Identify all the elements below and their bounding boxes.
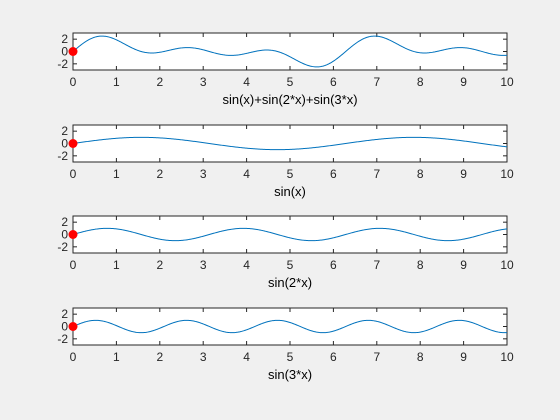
y-tick-labels-1: -202 <box>57 32 68 71</box>
y-tick-labels-2: -202 <box>57 124 68 163</box>
x-tick-label-4-9: 9 <box>460 350 467 364</box>
x-tick-marks-3 <box>72 216 508 253</box>
x-tick-label-1-3: 3 <box>200 75 207 89</box>
x-tick-marks-1 <box>72 33 508 70</box>
x-tick-label-2-10: 10 <box>500 167 514 181</box>
x-tick-label-4-2: 2 <box>156 350 163 364</box>
subplot-4: 0 1 2 3 4 5 6 7 8 9 10 -202 sin(3*x) <box>57 307 514 382</box>
y-tick-label-3-1: 0 <box>61 228 68 242</box>
x-tick-label-4-8: 8 <box>417 350 424 364</box>
x-tick-label-4-3: 3 <box>200 350 207 364</box>
subplot-3: 0 1 2 3 4 5 6 7 8 9 10 -202 sin(2*x) <box>57 215 514 290</box>
y-tick-labels-4: -202 <box>57 307 68 346</box>
start-marker-4 <box>68 322 78 331</box>
x-tick-label-2-3: 3 <box>200 167 207 181</box>
y-tick-label-1-2: 2 <box>61 32 68 46</box>
x-tick-label-3-9: 9 <box>460 258 467 272</box>
y-tick-labels-3: -202 <box>57 215 68 254</box>
x-tick-label-1-6: 6 <box>330 75 337 89</box>
x-tick-label-3-7: 7 <box>373 258 380 272</box>
x-tick-label-1-1: 1 <box>113 75 120 89</box>
subplot-1: 0 1 2 3 4 5 6 7 8 9 10 -202 sin(x)+sin(2*x)+sin(3*… <box>57 32 514 107</box>
x-tick-label-4-5: 5 <box>287 350 294 364</box>
start-marker-2 <box>68 139 78 148</box>
x-tick-label-4-7: 7 <box>373 350 380 364</box>
series-line-1 <box>72 35 508 68</box>
x-tick-label-3-0: 0 <box>70 258 77 272</box>
x-tick-label-4-10: 10 <box>500 350 514 364</box>
x-tick-label-1-5: 5 <box>287 75 294 89</box>
axes-frame-1 <box>72 32 508 71</box>
x-tick-labels-4: 0 1 2 3 4 5 6 7 8 9 10 <box>70 350 514 364</box>
x-axis-title-3: sin(2*x) <box>268 275 312 290</box>
x-tick-label-4-4: 4 <box>243 350 250 364</box>
x-tick-label-3-2: 2 <box>156 258 163 272</box>
x-tick-labels-3: 0 1 2 3 4 5 6 7 8 9 10 <box>70 258 514 272</box>
axes-frame-2 <box>72 124 508 163</box>
x-tick-label-3-4: 4 <box>243 258 250 272</box>
y-tick-label-4-1: 0 <box>61 320 68 334</box>
x-tick-label-1-10: 10 <box>500 75 514 89</box>
x-tick-label-2-0: 0 <box>70 167 77 181</box>
x-tick-marks-4 <box>72 308 508 345</box>
start-marker-3 <box>68 230 78 239</box>
y-tick-label-3-0: -2 <box>57 240 68 254</box>
subplot-2: 0 1 2 3 4 5 6 7 8 9 10 -202 sin(x) <box>57 124 514 199</box>
x-tick-label-3-1: 1 <box>113 258 120 272</box>
x-tick-label-2-5: 5 <box>287 167 294 181</box>
x-tick-label-1-2: 2 <box>156 75 163 89</box>
x-tick-label-2-1: 1 <box>113 167 120 181</box>
x-tick-label-4-1: 1 <box>113 350 120 364</box>
x-tick-label-1-4: 4 <box>243 75 250 89</box>
series-line-3 <box>72 227 508 242</box>
x-tick-label-3-5: 5 <box>287 258 294 272</box>
x-tick-label-2-8: 8 <box>417 167 424 181</box>
x-tick-label-4-6: 6 <box>330 350 337 364</box>
x-tick-label-2-2: 2 <box>156 167 163 181</box>
x-tick-marks-2 <box>72 125 508 162</box>
x-tick-label-3-3: 3 <box>200 258 207 272</box>
x-axis-title-4: sin(3*x) <box>268 367 312 382</box>
x-tick-label-3-8: 8 <box>417 258 424 272</box>
y-tick-label-3-2: 2 <box>61 215 68 229</box>
x-tick-labels-1: 0 1 2 3 4 5 6 7 8 9 10 <box>70 75 514 89</box>
start-marker-1 <box>68 47 78 56</box>
x-tick-label-3-6: 6 <box>330 258 337 272</box>
x-tick-labels-2: 0 1 2 3 4 5 6 7 8 9 10 <box>70 167 514 181</box>
y-tick-label-4-2: 2 <box>61 307 68 321</box>
x-tick-label-1-9: 9 <box>460 75 467 89</box>
x-tick-label-4-0: 0 <box>70 350 77 364</box>
x-tick-label-1-7: 7 <box>373 75 380 89</box>
series-line-4 <box>72 319 508 334</box>
y-tick-label-1-0: -2 <box>57 57 68 71</box>
axes-frame-4 <box>72 307 508 346</box>
series-line-2 <box>72 136 508 151</box>
x-tick-label-3-10: 10 <box>500 258 514 272</box>
x-tick-label-2-4: 4 <box>243 167 250 181</box>
x-tick-label-1-0: 0 <box>70 75 77 89</box>
axes-frame-3 <box>72 215 508 254</box>
x-tick-label-2-9: 9 <box>460 167 467 181</box>
y-tick-label-2-1: 0 <box>61 137 68 151</box>
x-tick-label-2-7: 7 <box>373 167 380 181</box>
y-tick-label-4-0: -2 <box>57 332 68 346</box>
y-tick-label-1-1: 0 <box>61 45 68 59</box>
x-tick-label-1-8: 8 <box>417 75 424 89</box>
x-axis-title-1: sin(x)+sin(2*x)+sin(3*x) <box>222 92 357 107</box>
x-tick-label-2-6: 6 <box>330 167 337 181</box>
y-tick-label-2-0: -2 <box>57 149 68 163</box>
y-tick-label-2-2: 2 <box>61 124 68 138</box>
x-axis-title-2: sin(x) <box>274 184 306 199</box>
